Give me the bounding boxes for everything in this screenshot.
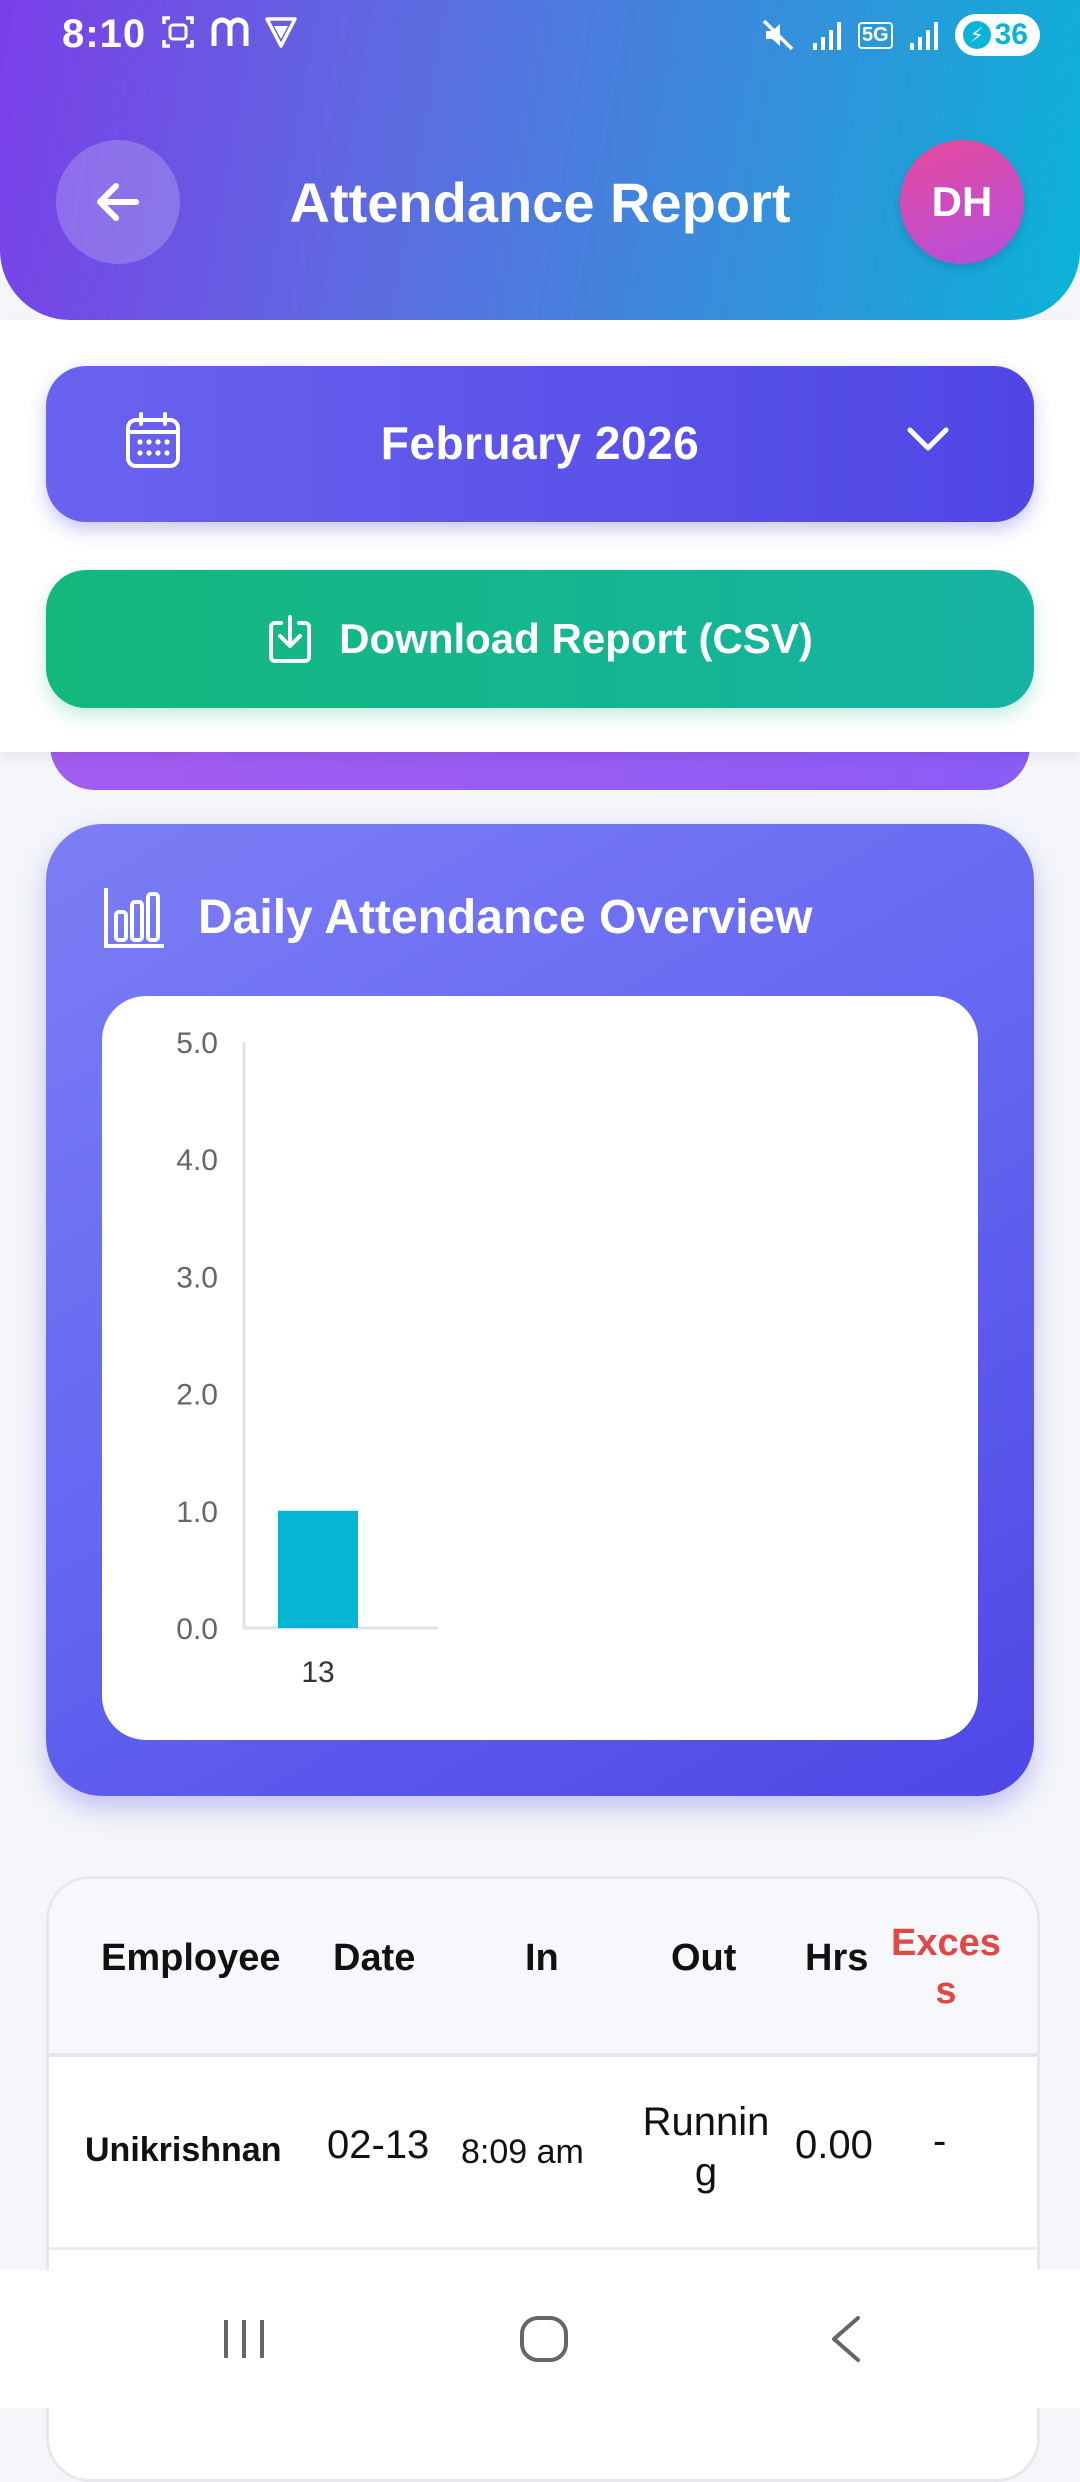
table-row[interactable]: Unikrishnan 02-13 8:09 am Runnin g 0.00 … <box>49 2057 1037 2250</box>
table-header: Employee Date In Out Hrs Exces s <box>49 1879 1037 2057</box>
download-report-button[interactable]: Download Report (CSV) <box>46 570 1034 708</box>
header-hrs[interactable]: Hrs <box>805 1937 869 1979</box>
home-icon[interactable] <box>518 2314 570 2364</box>
chart-title-row: Daily Attendance Overview <box>102 884 812 950</box>
y-tick-label: 2.0 <box>176 1379 218 1412</box>
status-bar: 8:10 5G <box>0 0 1080 70</box>
battery-indicator: ⚡ 36 <box>954 14 1040 56</box>
cell-hrs: 0.00 <box>795 2123 873 2167</box>
calendar-icon <box>126 412 180 468</box>
download-icon <box>269 615 312 663</box>
arrow-left-icon <box>97 183 139 221</box>
header-out[interactable]: Out <box>671 1937 737 1979</box>
cell-out-line2: g <box>694 2150 718 2194</box>
signal-icon <box>812 22 841 50</box>
back-button[interactable] <box>56 140 180 264</box>
header-in[interactable]: In <box>525 1937 559 1979</box>
cell-excess: - <box>933 2119 947 2163</box>
y-tick-label: 4.0 <box>176 1144 218 1177</box>
signal-icon <box>909 22 938 50</box>
5g-icon: 5G <box>857 21 893 49</box>
battery-level: 36 <box>994 18 1028 51</box>
header-date[interactable]: Date <box>333 1937 416 1979</box>
chart-container: 0.0 1.0 2.0 3.0 4.0 5.0 13 <box>102 996 978 1740</box>
screenshot-icon <box>162 16 194 48</box>
bar-chart-icon <box>104 888 164 948</box>
vpn-shield-icon <box>265 17 297 48</box>
y-tick-label: 0.0 <box>176 1613 218 1646</box>
avatar[interactable]: DH <box>900 140 1024 264</box>
y-tick-label: 3.0 <box>176 1261 218 1294</box>
charging-bolt-icon: ⚡ <box>962 21 991 49</box>
y-tick-label: 1.0 <box>176 1496 218 1529</box>
m-app-icon <box>211 17 249 46</box>
system-navigation-bar <box>0 2270 1080 2408</box>
month-selector[interactable]: February 2026 <box>46 366 1034 522</box>
header-excess-line2: s <box>935 1970 957 2012</box>
cell-in: 8:09 am <box>461 2133 584 2171</box>
chart-card-title: Daily Attendance Overview <box>198 890 813 944</box>
cell-out: Runnin g <box>631 2097 781 2197</box>
recent-apps-icon[interactable] <box>220 2316 268 2362</box>
header-excess[interactable]: Exces s <box>891 1919 1001 2015</box>
chevron-down-icon <box>907 427 949 451</box>
daily-attendance-card: Daily Attendance Overview 0.0 1.0 2.0 3.0 4.… <box>46 824 1034 1796</box>
y-tick-label: 5.0 <box>176 1027 218 1060</box>
cell-employee: Unikrishnan <box>85 2131 282 2169</box>
status-time: 8:10 <box>62 12 147 56</box>
bar[interactable] <box>278 1510 358 1628</box>
header-excess-line1: Exces <box>891 1922 1001 1964</box>
mute-icon <box>762 19 794 51</box>
status-left-icons <box>160 14 298 50</box>
report-controls: February 2026 Download Report (CSV) <box>0 320 1080 752</box>
page-title: Attendance Report <box>289 171 791 234</box>
cell-date: 02-13 <box>327 2123 430 2167</box>
x-tick-label: 13 <box>301 1656 334 1689</box>
app-header: 8:10 5G <box>0 0 1080 320</box>
back-nav-icon[interactable] <box>826 2314 866 2364</box>
month-label: February 2026 <box>380 417 700 469</box>
attendance-bar-chart: 0.0 1.0 2.0 3.0 4.0 5.0 13 <box>176 1027 438 1689</box>
download-report-label: Download Report (CSV) <box>339 615 813 662</box>
status-right-icons: 5G ⚡ 36 <box>760 14 1040 56</box>
cell-out-line1: Runnin <box>642 2100 770 2144</box>
header-employee[interactable]: Employee <box>101 1937 281 1979</box>
